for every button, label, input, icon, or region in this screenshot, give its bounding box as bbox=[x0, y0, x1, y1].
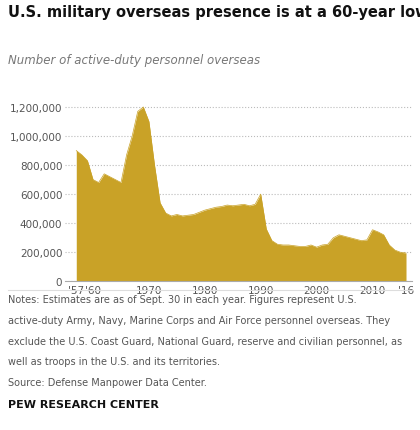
Text: Number of active-duty personnel overseas: Number of active-duty personnel overseas bbox=[8, 54, 260, 67]
Text: PEW RESEARCH CENTER: PEW RESEARCH CENTER bbox=[8, 399, 159, 409]
Text: U.S. military overseas presence is at a 60-year low: U.S. military overseas presence is at a … bbox=[8, 5, 420, 20]
Text: well as troops in the U.S. and its territories.: well as troops in the U.S. and its terri… bbox=[8, 356, 220, 366]
Text: Notes: Estimates are as of Sept. 30 in each year. Figures represent U.S.: Notes: Estimates are as of Sept. 30 in e… bbox=[8, 295, 357, 304]
Text: Source: Defense Manpower Data Center.: Source: Defense Manpower Data Center. bbox=[8, 377, 207, 387]
Text: active-duty Army, Navy, Marine Corps and Air Force personnel overseas. They: active-duty Army, Navy, Marine Corps and… bbox=[8, 315, 391, 325]
Text: exclude the U.S. Coast Guard, National Guard, reserve and civilian personnel, as: exclude the U.S. Coast Guard, National G… bbox=[8, 336, 402, 346]
